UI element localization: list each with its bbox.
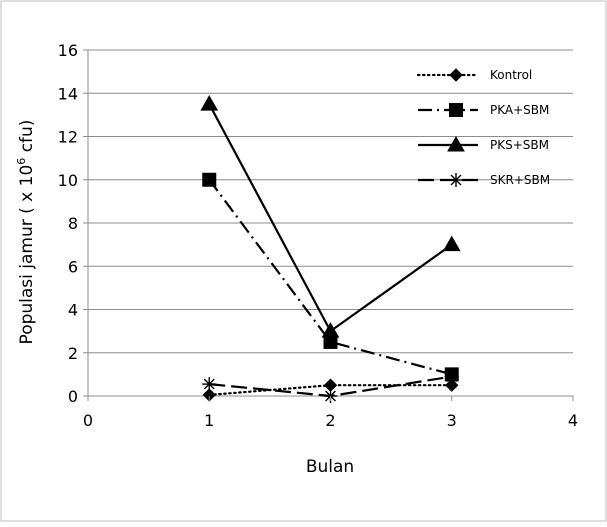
y-axis-label-unit: cfu)	[17, 120, 37, 158]
y-tick-label: 6	[68, 257, 78, 276]
data-point-pks-sbm	[200, 95, 219, 111]
legend-label: PKA+SBM	[490, 103, 549, 117]
legend-marker-pks-sbm	[447, 135, 465, 152]
legend-item-pka-sbm: PKA+SBM	[418, 103, 549, 117]
data-point-pka-sbm	[202, 172, 217, 187]
y-tick-label: 14	[58, 84, 78, 103]
data-point-pks-sbm	[321, 322, 340, 338]
legend-item-kontrol: Kontrol	[416, 68, 532, 82]
y-axis-label-main: Populasi jamur ( x 10	[17, 165, 37, 345]
legend-label: SKR+SBM	[490, 173, 550, 187]
y-tick-label: 8	[68, 214, 78, 233]
legend-item-pks-sbm: PKS+SBM	[418, 135, 549, 152]
data-point-pks-sbm	[442, 235, 461, 252]
data-point-kontrol	[445, 378, 459, 392]
legend-item-skr-sbm: SKR+SBM	[418, 173, 550, 187]
x-tick-label: 2	[325, 411, 335, 430]
y-tick-label: 4	[68, 301, 78, 320]
y-tick-label: 10	[58, 171, 78, 190]
x-tick-label: 0	[83, 411, 93, 430]
legend-marker-pka-sbm	[449, 103, 463, 117]
series-pks-sbm	[200, 95, 461, 338]
y-axis-label-exponent: 6	[15, 158, 28, 165]
legend-label: PKS+SBM	[490, 138, 549, 152]
legend: Kontrol PKA+SBM PKS+SBM SKR+SBM	[416, 68, 550, 187]
legend-marker-skr-sbm	[449, 173, 463, 187]
y-axis-label: Populasi jamur ( x 106 cfu)	[15, 120, 37, 345]
data-point-skr-sbm	[202, 377, 217, 392]
data-point-skr-sbm	[444, 369, 459, 384]
y-tick-label: 12	[58, 128, 78, 147]
y-tick-label: 2	[68, 344, 78, 363]
x-axis-label: Bulan	[306, 457, 354, 477]
x-tick-label: 3	[447, 411, 457, 430]
y-tick-label: 16	[58, 41, 78, 60]
x-tick-label: 1	[204, 411, 214, 430]
legend-label: Kontrol	[490, 68, 532, 82]
legend-marker-kontrol	[449, 68, 463, 82]
y-tick-label: 0	[68, 387, 78, 406]
x-tick-label: 4	[568, 411, 578, 430]
